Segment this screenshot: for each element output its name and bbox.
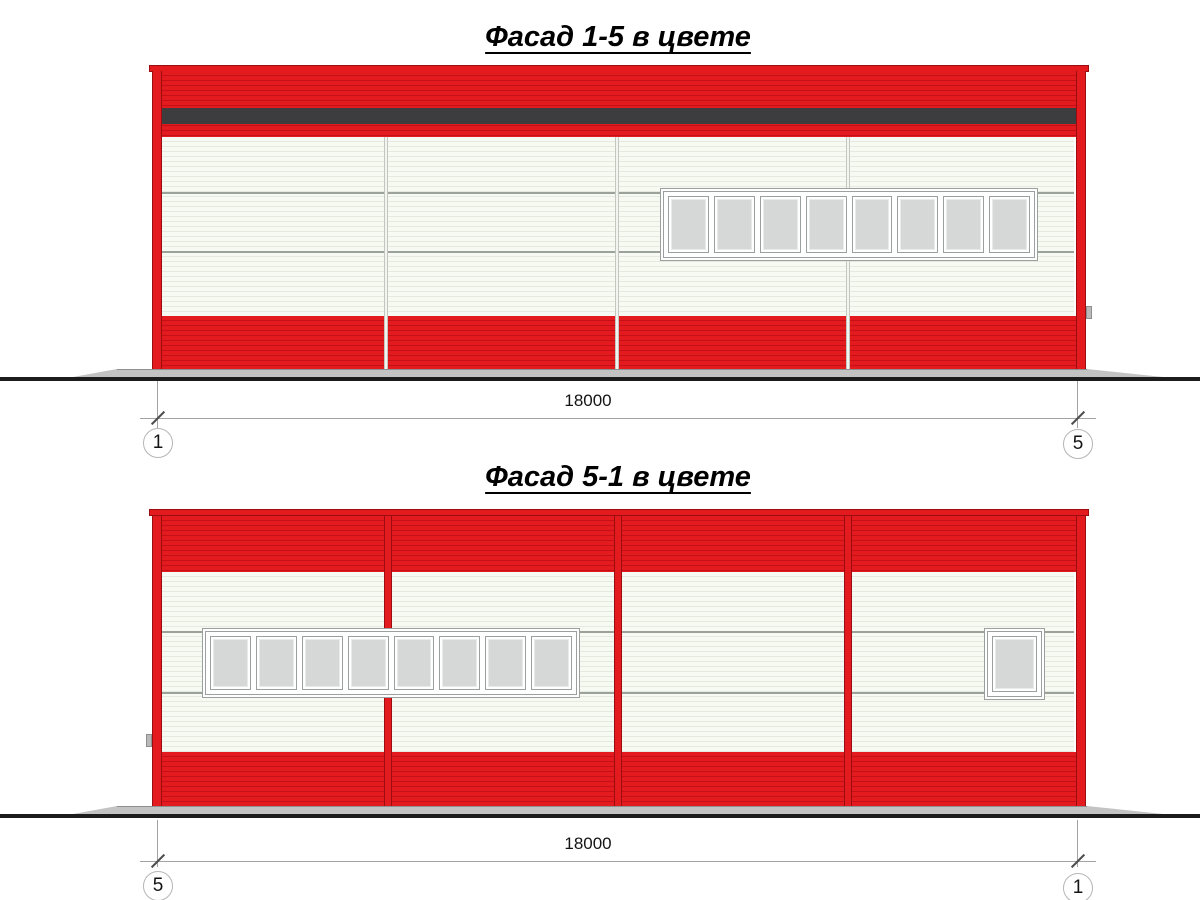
window-glass bbox=[304, 639, 340, 687]
small-window-frame bbox=[987, 631, 1042, 697]
foundation-strip bbox=[117, 806, 1087, 814]
window-glass bbox=[258, 639, 294, 687]
corner-trim-left bbox=[152, 516, 162, 807]
window-pane bbox=[805, 196, 847, 253]
extension-line-right bbox=[1077, 381, 1078, 428]
window-glass bbox=[534, 639, 569, 687]
axis-marker-1: 1 bbox=[1063, 873, 1093, 900]
wall-bracket bbox=[146, 734, 152, 747]
dimension-label: 18000 bbox=[564, 834, 612, 853]
corner-trim-right bbox=[1076, 71, 1086, 370]
corner-trim-right bbox=[1076, 516, 1086, 807]
window-pane bbox=[851, 196, 893, 253]
window-pane bbox=[531, 636, 572, 690]
window-glass bbox=[900, 199, 936, 250]
window-pane bbox=[668, 196, 709, 253]
extension-line-left bbox=[157, 820, 158, 867]
dimension-line bbox=[140, 861, 1096, 862]
dimension-line bbox=[140, 418, 1096, 419]
axis-marker-label: 1 bbox=[152, 432, 164, 453]
axis-marker-5: 5 bbox=[143, 871, 173, 900]
window-glass bbox=[488, 639, 524, 687]
window-glass bbox=[995, 639, 1034, 689]
ground-line bbox=[0, 377, 1200, 381]
ramp-left bbox=[73, 806, 117, 814]
ramp-left bbox=[73, 369, 117, 377]
window-pane bbox=[485, 636, 527, 690]
small-window bbox=[984, 628, 1045, 700]
ground-line bbox=[0, 814, 1200, 818]
window-pane bbox=[210, 636, 251, 690]
dark-accent-stripe bbox=[160, 108, 1076, 124]
axis-marker-label: 5 bbox=[152, 875, 164, 896]
window-glass bbox=[442, 639, 478, 687]
window-pane bbox=[347, 636, 389, 690]
window-pane bbox=[992, 636, 1037, 692]
window-glass bbox=[671, 199, 706, 250]
window-glass bbox=[716, 199, 752, 250]
panel-seam-red bbox=[844, 516, 852, 807]
window-pane bbox=[897, 196, 939, 253]
ribbon-window-frame bbox=[205, 631, 577, 695]
window-pane bbox=[301, 636, 343, 690]
foundation-strip bbox=[117, 369, 1087, 377]
window-pane bbox=[255, 636, 297, 690]
window-pane bbox=[759, 196, 801, 253]
ramp-right bbox=[1087, 806, 1163, 814]
window-pane bbox=[943, 196, 985, 253]
plinth-red-band bbox=[152, 316, 1086, 370]
window-glass bbox=[992, 199, 1027, 250]
window-glass bbox=[808, 199, 844, 250]
extension-line-right bbox=[1077, 820, 1078, 867]
ribbon-window-frame bbox=[663, 191, 1035, 258]
extension-line-left bbox=[157, 381, 158, 428]
facade-5-1-title: Фасад 5-1 в цвете bbox=[485, 461, 751, 493]
top-red-band bbox=[152, 71, 1086, 137]
ramp-right bbox=[1087, 369, 1163, 377]
dimension-label: 18000 bbox=[564, 391, 612, 410]
wall-bracket bbox=[1086, 306, 1092, 319]
parapet-cap bbox=[149, 509, 1089, 516]
ribbon-window bbox=[202, 628, 580, 698]
window-glass bbox=[213, 639, 248, 687]
panel-seam bbox=[384, 137, 388, 370]
axis-marker-label: 5 bbox=[1072, 433, 1084, 454]
ribbon-window bbox=[660, 188, 1038, 261]
window-glass bbox=[946, 199, 982, 250]
panel-seam-red bbox=[614, 516, 622, 807]
axis-marker-5: 5 bbox=[1063, 429, 1093, 459]
window-pane bbox=[989, 196, 1030, 253]
window-glass bbox=[396, 639, 432, 687]
window-pane bbox=[439, 636, 481, 690]
window-pane bbox=[393, 636, 435, 690]
facade-1-5-title: Фасад 1-5 в цвете bbox=[485, 21, 751, 53]
window-glass bbox=[854, 199, 890, 250]
window-pane bbox=[713, 196, 755, 253]
window-glass bbox=[762, 199, 798, 250]
corner-trim-left bbox=[152, 71, 162, 370]
panel-seam bbox=[615, 137, 619, 370]
axis-marker-label: 1 bbox=[1072, 877, 1084, 898]
axis-marker-1: 1 bbox=[143, 428, 173, 458]
window-glass bbox=[350, 639, 386, 687]
